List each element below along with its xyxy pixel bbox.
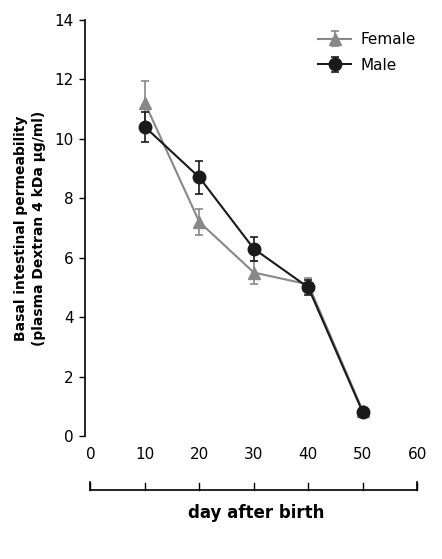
Legend: Female, Male: Female, Male: [313, 27, 420, 77]
X-axis label: day after birth: day after birth: [188, 504, 325, 522]
Y-axis label: Basal intestinal permeability
(plasma Dextran 4 kDa µg/ml): Basal intestinal permeability (plasma De…: [14, 110, 46, 345]
